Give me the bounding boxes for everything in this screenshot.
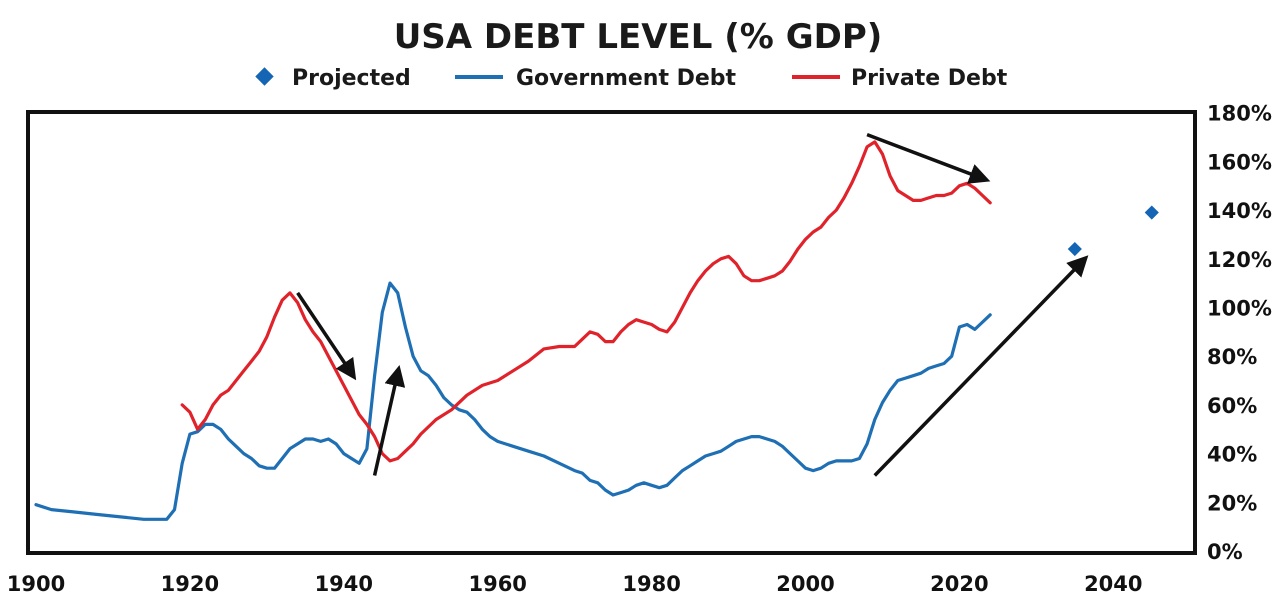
y-tick-label: 20%: [1207, 491, 1257, 515]
projected-point: [1144, 205, 1159, 220]
y-tick-label: 100%: [1207, 297, 1272, 321]
y-tick-label: 120%: [1207, 248, 1272, 272]
y-tick-label: 60%: [1207, 394, 1257, 418]
x-tick-label: 1940: [315, 572, 373, 596]
plot-frame: [26, 110, 1197, 555]
y-tick-label: 0%: [1207, 540, 1243, 564]
government-debt-line: [34, 281, 992, 521]
projected-points: [1067, 205, 1159, 257]
y-tick-label: 40%: [1207, 443, 1257, 467]
x-tick-label: 1980: [622, 572, 680, 596]
y-tick-label: 140%: [1207, 199, 1272, 223]
legend-projected-marker: [255, 67, 274, 86]
x-tick-label: 2040: [1084, 572, 1142, 596]
x-tick-label: 1920: [161, 572, 219, 596]
legend-government-label: Government Debt: [516, 66, 737, 91]
x-axis: 1900 1920 1940 1960 1980 2000 2020 2040: [7, 572, 1143, 596]
x-tick-label: 1960: [468, 572, 526, 596]
projected-point: [1067, 241, 1082, 257]
legend-projected-label: Projected: [292, 66, 411, 91]
trend-arrow: [866, 132, 991, 184]
y-tick-label: 80%: [1207, 345, 1257, 369]
trend-arrow: [372, 365, 406, 476]
series-layer: [34, 140, 992, 521]
x-tick-label: 1900: [7, 572, 65, 596]
annotation-arrows: [296, 132, 1089, 477]
x-tick-label: 2020: [930, 572, 988, 596]
private-debt-line: [180, 140, 992, 463]
x-tick-label: 2000: [776, 572, 834, 596]
legend: Projected Government Debt Private Debt: [255, 66, 1008, 91]
y-axis: 0% 20% 40% 60% 80% 100% 120% 140% 160% 180%: [1207, 102, 1272, 564]
trend-arrow: [873, 255, 1089, 477]
y-tick-label: 160%: [1207, 150, 1272, 174]
legend-private-label: Private Debt: [851, 66, 1008, 91]
chart-title: USA DEBT LEVEL (% GDP): [394, 17, 883, 57]
trend-arrow: [296, 291, 357, 381]
y-tick-label: 180%: [1207, 102, 1272, 126]
